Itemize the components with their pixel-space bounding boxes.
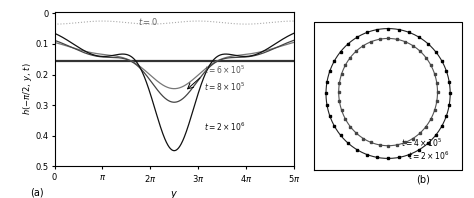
Text: $t = 8\times10^5$: $t = 8\times10^5$ <box>204 81 245 93</box>
Text: $t = 6\times10^5$: $t = 6\times10^5$ <box>204 64 245 76</box>
Text: $t = 2\times10^6$: $t = 2\times10^6$ <box>408 149 449 162</box>
X-axis label: $y$: $y$ <box>170 189 178 198</box>
Y-axis label: $h(-\pi/2,\, y,\, t)$: $h(-\pi/2,\, y,\, t)$ <box>21 63 34 115</box>
Text: (a): (a) <box>30 188 44 198</box>
Text: $t = 2\times10^6$: $t = 2\times10^6$ <box>204 120 246 133</box>
Text: (b): (b) <box>417 174 430 184</box>
Text: $t = 0$: $t = 0$ <box>138 16 158 27</box>
Text: $t = 4\times10^5$: $t = 4\times10^5$ <box>401 137 442 149</box>
